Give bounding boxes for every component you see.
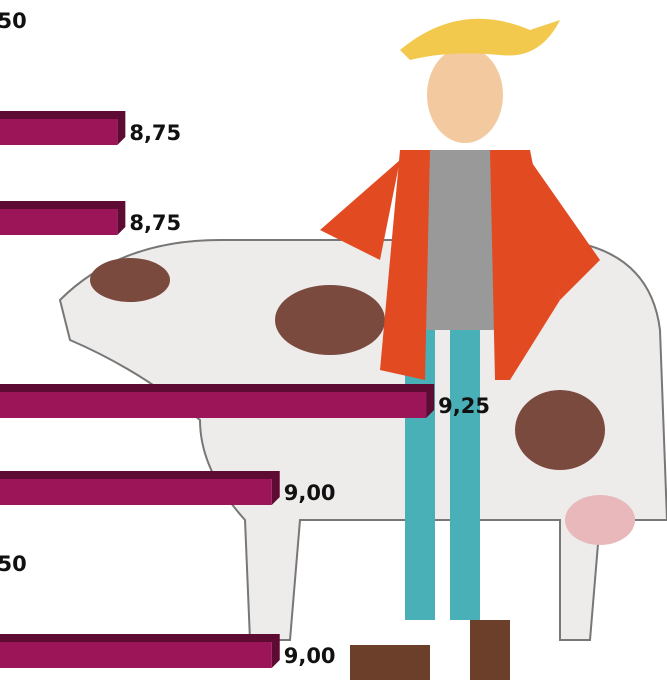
value-label: 9,25 [438, 394, 490, 418]
page: 8,50 8,75 8,75 9,25 9,00 8,50 9,00 [0, 0, 667, 680]
farmer-boot [470, 620, 510, 680]
bar [0, 392, 426, 418]
value-label: 8,50 [0, 9, 27, 33]
cow-spot [515, 390, 605, 470]
cow-spot [275, 285, 385, 355]
value-label: 9,00 [284, 644, 336, 668]
cow-spot [90, 258, 170, 302]
bar [0, 119, 117, 145]
bar [0, 209, 117, 235]
value-label: 8,75 [129, 211, 181, 235]
farmer-head [427, 47, 503, 143]
farmer-boot [350, 645, 430, 680]
value-label: 9,00 [284, 481, 336, 505]
value-label: 8,50 [0, 552, 27, 576]
chart: 8,50 8,75 8,75 9,25 9,00 8,50 9,00 [0, 0, 667, 680]
farmer-leg [450, 320, 480, 620]
bar [0, 642, 272, 668]
illustration [60, 19, 667, 680]
bar [0, 479, 272, 505]
udder [565, 495, 635, 545]
value-label: 8,75 [129, 121, 181, 145]
